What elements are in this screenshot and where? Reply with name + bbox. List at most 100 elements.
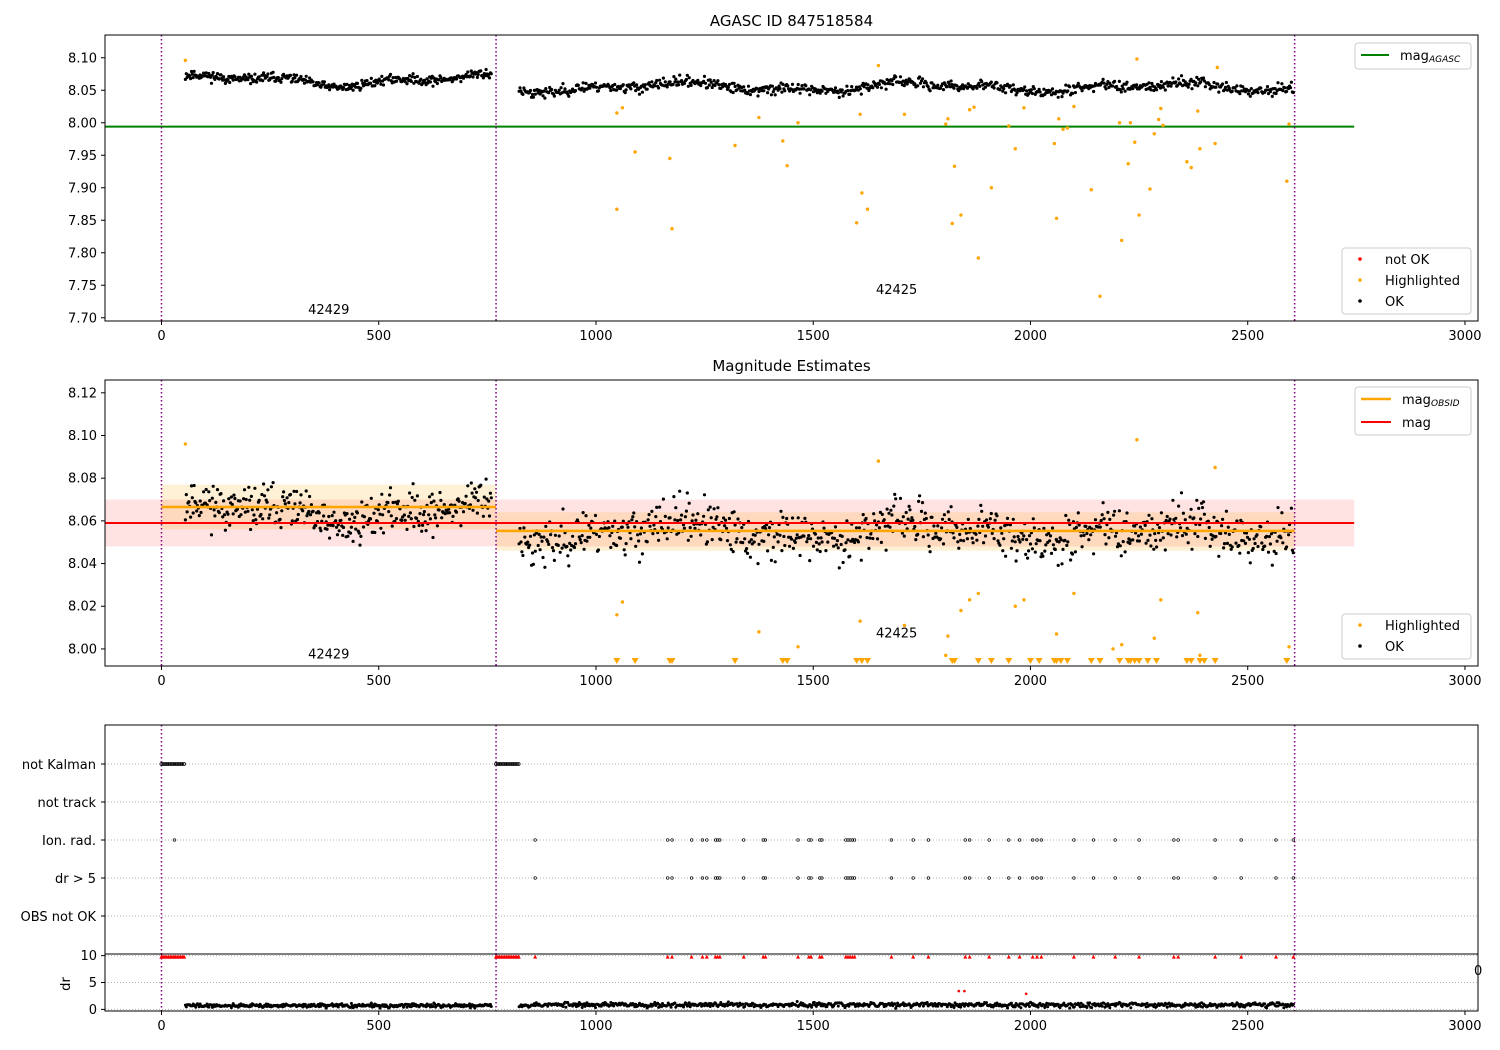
ok-point <box>475 75 479 79</box>
ok-point <box>1159 80 1163 84</box>
ok-point <box>673 1001 677 1005</box>
clipped-dr-marker <box>987 954 992 959</box>
ok-point <box>980 79 984 84</box>
ok-point <box>1073 91 1077 95</box>
highlighted-point <box>1159 598 1163 602</box>
ok-point <box>1158 86 1163 90</box>
clipped-point-marker <box>631 658 639 664</box>
ok-point <box>520 550 524 554</box>
ok-point <box>854 85 859 89</box>
ok-point <box>1053 547 1057 552</box>
ok-point <box>1118 1001 1122 1005</box>
ok-point <box>1276 506 1280 510</box>
ok-point <box>571 534 575 538</box>
flag-point <box>1274 838 1278 842</box>
ok-point <box>210 73 214 77</box>
ok-point <box>439 76 443 80</box>
obsid-label: 42429 <box>308 647 349 662</box>
ok-point <box>677 83 681 87</box>
ok-point <box>566 554 570 558</box>
ok-point <box>727 516 732 521</box>
ok-point <box>740 526 744 530</box>
ok-point <box>1166 532 1170 536</box>
ok-point <box>918 75 922 79</box>
ok-point <box>387 510 391 514</box>
ok-point <box>892 504 896 508</box>
ok-point <box>448 511 452 515</box>
ok-point <box>341 533 345 538</box>
x-tick-label: 0 <box>157 674 165 689</box>
ok-point <box>577 535 581 539</box>
flag-point <box>166 762 171 766</box>
ok-point <box>722 516 726 520</box>
ok-point <box>936 83 940 87</box>
highlighted-point <box>854 221 859 225</box>
ok-point <box>678 489 682 493</box>
ok-point <box>1044 543 1048 547</box>
ok-point <box>977 81 981 85</box>
ok-point <box>665 537 669 541</box>
ok-point <box>1247 537 1251 541</box>
ok-point <box>814 1004 818 1008</box>
ok-point <box>962 87 966 91</box>
ok-point <box>884 87 888 91</box>
clipped-point-marker <box>1096 658 1104 664</box>
flag-point <box>718 876 722 880</box>
flag-point <box>742 876 746 880</box>
ok-point <box>1011 517 1015 521</box>
ok-point <box>375 81 379 85</box>
y-tick-label: 7.80 <box>68 246 97 261</box>
ok-point <box>709 516 713 520</box>
ok-point <box>1011 83 1015 87</box>
ok-point <box>1167 1001 1171 1005</box>
ok-point <box>1063 538 1067 543</box>
ok-point <box>756 562 760 566</box>
ok-point <box>537 532 541 537</box>
highlighted-point <box>946 634 950 638</box>
ok-point <box>299 74 303 79</box>
ok-point <box>407 514 411 519</box>
clipped-dr-marker <box>1006 954 1011 959</box>
ok-point <box>963 1004 966 1008</box>
ok-point <box>904 510 908 515</box>
ok-point <box>637 560 642 564</box>
ok-point <box>1013 1005 1017 1009</box>
ok-point <box>1158 538 1163 542</box>
ok-point <box>275 511 279 515</box>
ok-point <box>262 482 266 486</box>
ok-point <box>1009 546 1014 550</box>
clipped-point-marker <box>1152 658 1160 664</box>
ok-point <box>559 86 563 90</box>
ok-point <box>271 70 275 74</box>
ok-point <box>615 88 619 92</box>
ok-point <box>626 525 630 529</box>
ok-point <box>632 511 636 515</box>
ok-point <box>819 536 823 540</box>
ok-point <box>1291 551 1295 555</box>
ok-point <box>723 518 728 522</box>
ok-point <box>914 538 918 542</box>
ok-point <box>1117 509 1121 513</box>
ok-point <box>485 497 489 501</box>
ok-point <box>1203 85 1207 89</box>
ok-point <box>305 514 309 518</box>
ok-point <box>484 67 488 72</box>
ok-point <box>666 526 670 530</box>
ok-point <box>251 519 255 523</box>
flag-point <box>502 762 507 766</box>
ok-point <box>806 537 810 541</box>
ok-point <box>865 86 869 90</box>
ok-point <box>1029 88 1033 92</box>
ok-point <box>945 85 949 89</box>
ok-point <box>1155 88 1159 92</box>
ok-point <box>654 515 658 519</box>
ok-point <box>1225 541 1229 546</box>
y-tick-label: 5 <box>89 976 97 991</box>
ok-point <box>403 80 407 84</box>
ok-point <box>378 512 382 516</box>
ok-point <box>657 538 661 542</box>
ok-point <box>417 81 421 85</box>
ok-point <box>489 496 493 500</box>
ok-point <box>379 526 383 530</box>
highlighted-point <box>1287 645 1291 649</box>
